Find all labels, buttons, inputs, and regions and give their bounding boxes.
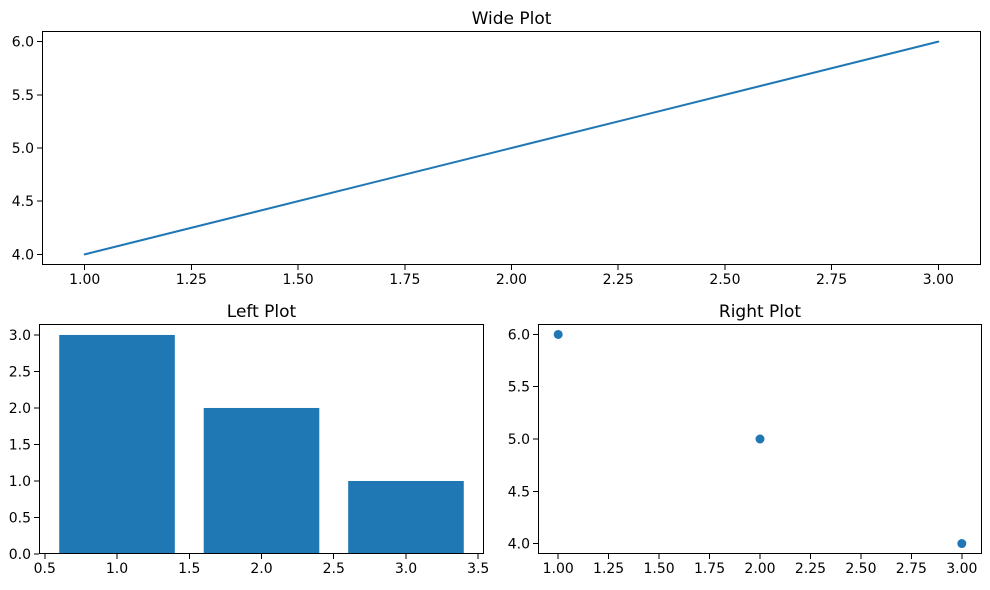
y-tick-label: 3.0 <box>9 328 31 344</box>
x-tick-label: 2.75 <box>816 272 847 288</box>
bar <box>203 407 320 554</box>
y-tick-label: 5.5 <box>508 380 530 396</box>
y-tick-label: 0.5 <box>9 510 31 526</box>
y-tick-label: 1.5 <box>9 437 31 453</box>
axes-frame <box>39 324 484 554</box>
y-tick-label: 1.0 <box>9 474 31 490</box>
y-tick-label: 0.0 <box>9 547 31 563</box>
x-tick-label: 2.00 <box>496 272 527 288</box>
scatter-point <box>553 329 563 339</box>
right-plot-title: Right Plot <box>719 302 802 322</box>
x-tick-label: 1.25 <box>593 561 624 577</box>
x-tick-label: 3.5 <box>467 561 489 577</box>
y-tick-label: 4.0 <box>12 247 34 263</box>
x-tick-label: 1.00 <box>543 561 574 577</box>
x-tick-label: 1.00 <box>69 272 100 288</box>
y-tick-label: 5.5 <box>12 88 34 104</box>
left-plot-axes: 0.5 1.0 1.5 2.0 2.5 3.0 3.50.00.51.01.52.02.53… <box>9 324 489 577</box>
left-plot-title: Left Plot <box>227 302 297 322</box>
x-tick-label: 2.25 <box>795 561 826 577</box>
wide-plot-title: Wide Plot <box>472 9 552 29</box>
x-tick-label: 2.5 <box>323 561 345 577</box>
x-tick-label: 3.00 <box>946 561 977 577</box>
scatter-point <box>755 434 765 444</box>
x-tick-label: 2.50 <box>845 561 876 577</box>
x-tick-label: 3.00 <box>923 272 954 288</box>
wide-plot-axes: 1.00 1.25 1.50 1.75 2.00 2.25 2.50 2.75 3.00 4.0 4… <box>12 31 981 288</box>
bar <box>59 334 175 554</box>
x-tick-label: 1.75 <box>694 561 725 577</box>
x-tick-label: 2.50 <box>709 272 740 288</box>
x-tick-label: 1.50 <box>644 561 675 577</box>
y-tick-label: 4.5 <box>12 194 34 210</box>
right-plot-axes: 1.00 1.25 1.50 1.75 2.00 2.25 2.50 2.75 3.00 4.0 4… <box>508 324 982 577</box>
y-tick-label: 6.0 <box>508 327 530 343</box>
y-tick-label: 5.0 <box>12 141 34 157</box>
x-tick-label: 1.50 <box>283 272 314 288</box>
x-tick-label: 1.5 <box>178 561 200 577</box>
x-tick-label: 2.25 <box>603 272 634 288</box>
y-tick-label: 2.5 <box>9 364 31 380</box>
x-tick-label: 1.0 <box>106 561 128 577</box>
x-tick-label: 2.75 <box>896 561 927 577</box>
axes-frame <box>42 31 981 265</box>
y-tick-label: 5.0 <box>508 432 530 448</box>
y-tick-label: 6.0 <box>12 35 34 51</box>
axes-frame <box>538 324 982 554</box>
x-tick-label: 1.75 <box>389 272 420 288</box>
y-tick-label: 4.0 <box>508 537 530 553</box>
y-tick-label: 4.5 <box>508 484 530 500</box>
x-tick-label: 2.0 <box>250 561 272 577</box>
y-tick-label: 2.0 <box>9 401 31 417</box>
x-tick-label: 1.25 <box>176 272 207 288</box>
x-tick-label: 2.00 <box>744 561 775 577</box>
line-series <box>83 40 940 256</box>
scatter-point <box>957 539 967 549</box>
bar <box>348 480 464 554</box>
x-tick-label: 3.0 <box>395 561 417 577</box>
x-tick-label: 0.5 <box>34 561 56 577</box>
